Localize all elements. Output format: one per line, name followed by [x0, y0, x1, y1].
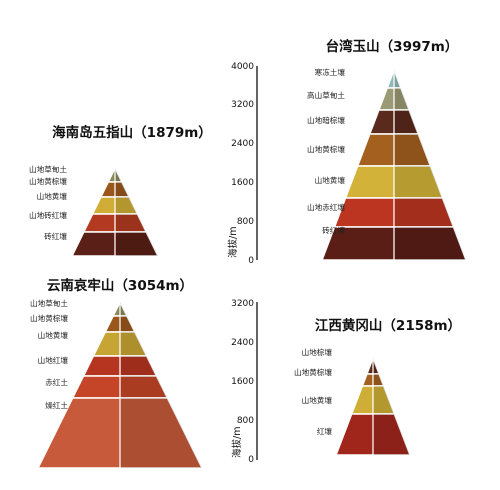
layer-shade-yunnan-0 — [120, 302, 127, 316]
tick-taiwan-3: 1600 — [231, 178, 254, 188]
axis-taiwan: 4000 3200 2400 1600 800 0 海拔/m — [227, 62, 258, 266]
layer-shade-yunnan-2 — [120, 332, 147, 356]
layer-shade-jiangxi-3 — [373, 414, 410, 455]
title-yunnan: 云南哀牢山（3054m） — [47, 277, 193, 294]
layer-label-taiwan-1: 高山草甸土 — [307, 90, 345, 100]
layer-label-jiangxi-1: 山地黄棕壤 — [294, 367, 332, 377]
layer-shade-taiwan-5 — [394, 198, 454, 227]
layer-label-yunnan-4: 赤红土 — [45, 377, 68, 387]
tick-taiwan-2: 2400 — [231, 139, 254, 149]
layer-shade-taiwan-0 — [394, 70, 401, 88]
layer-label-taiwan-0: 寒冻土壤 — [315, 67, 346, 77]
layer-shade-hainan-4 — [115, 232, 158, 256]
tick-taiwan-5: 0 — [248, 256, 254, 266]
tick-jiangxi-4: 0 — [248, 455, 254, 465]
layer-shade-hainan-2 — [115, 197, 138, 214]
layer-label-jiangxi-0: 山地棕壤 — [302, 347, 333, 357]
layer-shade-jiangxi-1 — [373, 374, 384, 386]
tick-taiwan-4: 800 — [237, 217, 254, 227]
layer-shade-taiwan-6 — [394, 227, 466, 260]
layer-label-hainan-0: 山地草甸土 — [29, 164, 67, 174]
layer-shade-yunnan-1 — [120, 316, 135, 332]
tick-taiwan-0: 4000 — [231, 62, 254, 72]
layer-label-yunnan-1: 山地黄棕壤 — [30, 313, 68, 323]
layer-label-taiwan-4: 山地黄壤 — [315, 175, 346, 185]
title-taiwan: 台湾玉山（3997m） — [326, 38, 459, 55]
layer-label-yunnan-2: 山地黄壤 — [38, 330, 69, 340]
layer-shade-yunnan-3 — [120, 356, 157, 376]
layer-shade-taiwan-3 — [394, 134, 431, 166]
layer-label-yunnan-0: 山地草甸土 — [30, 298, 68, 308]
layer-label-hainan-1: 山地黄棕壤 — [29, 176, 67, 186]
layer-label-taiwan-5: 山地赤红壤 — [307, 202, 345, 212]
title-hainan: 海南岛五指山（1879m） — [52, 124, 212, 141]
tick-jiangxi-2: 1600 — [231, 377, 254, 387]
layer-label-jiangxi-2: 山地黄壤 — [302, 395, 333, 405]
title-jiangxi: 江西黄冈山（2158m） — [315, 317, 461, 334]
layer-label-jiangxi-3: 红壤 — [317, 426, 333, 436]
layer-label-taiwan-2: 山地暗棕壤 — [307, 115, 345, 125]
layer-shade-yunnan-5 — [120, 398, 202, 468]
layer-shade-hainan-1 — [115, 182, 130, 197]
tick-jiangxi-3: 800 — [237, 416, 254, 426]
layer-shade-hainan-0 — [115, 168, 122, 182]
layer-label-yunnan-3: 山地红壤 — [38, 355, 69, 365]
layer-shade-taiwan-1 — [394, 88, 410, 110]
axis-label-taiwan: 海拔/m — [227, 227, 239, 258]
tick-jiangxi-1: 2400 — [231, 338, 254, 348]
layer-label-hainan-3: 山地砖红壤 — [29, 210, 67, 220]
layer-shade-jiangxi-0 — [373, 358, 380, 374]
layer-label-yunnan-5: 燥红土 — [45, 400, 68, 410]
tick-taiwan-1: 3200 — [231, 100, 254, 110]
layer-label-taiwan-3: 山地黄棕壤 — [307, 144, 345, 154]
layer-shade-hainan-3 — [115, 214, 147, 232]
layer-label-hainan-2: 山地黄壤 — [37, 191, 68, 201]
layer-shade-jiangxi-2 — [373, 386, 395, 414]
axis-jiangxi: 3200 2400 1600 800 0 海拔/m — [231, 299, 258, 465]
layer-shade-taiwan-4 — [394, 166, 443, 198]
layer-shade-yunnan-4 — [120, 376, 168, 398]
layer-shade-taiwan-2 — [394, 110, 419, 134]
tick-jiangxi-0: 3200 — [231, 299, 254, 309]
pyramid-group-taiwan: 台湾玉山（3997m） 4000 3200 2400 1600 800 0 海拔… — [227, 38, 467, 266]
axis-label-jiangxi: 海拔/m — [231, 427, 243, 458]
pyramid-group-jiangxi: 江西黄冈山（2158m） 3200 2400 1600 800 0 海拔/m 山… — [231, 299, 461, 465]
layer-label-hainan-4: 砖红壤 — [44, 231, 67, 241]
layer-label-taiwan-6: 砖红壤 — [322, 225, 345, 235]
